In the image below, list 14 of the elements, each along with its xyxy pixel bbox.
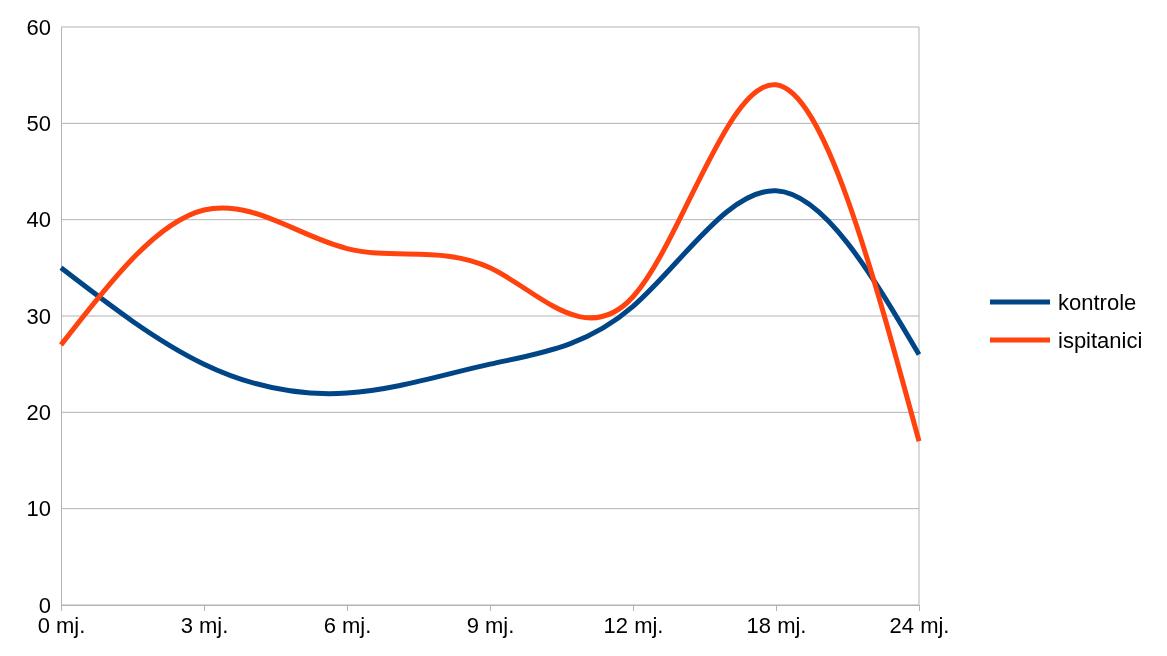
legend-label: kontrole bbox=[1058, 290, 1137, 315]
x-tick-label: 3 mj. bbox=[180, 612, 229, 638]
x-tick-label: 24 mj. bbox=[889, 612, 950, 638]
y-tick-label: 20 bbox=[26, 399, 51, 425]
y-tick-label: 10 bbox=[26, 496, 51, 522]
y-tick-label: 50 bbox=[26, 110, 51, 136]
y-tick-label: 60 bbox=[26, 14, 51, 40]
y-tick-label: 40 bbox=[26, 207, 51, 233]
x-tick-label: 9 mj. bbox=[466, 612, 515, 638]
legend-label: ispitanici bbox=[1058, 328, 1143, 353]
y-tick-label: 30 bbox=[26, 303, 51, 329]
x-tick-label: 18 mj. bbox=[746, 612, 807, 638]
x-tick-label: 6 mj. bbox=[323, 612, 372, 638]
x-tick-label: 12 mj. bbox=[603, 612, 664, 638]
